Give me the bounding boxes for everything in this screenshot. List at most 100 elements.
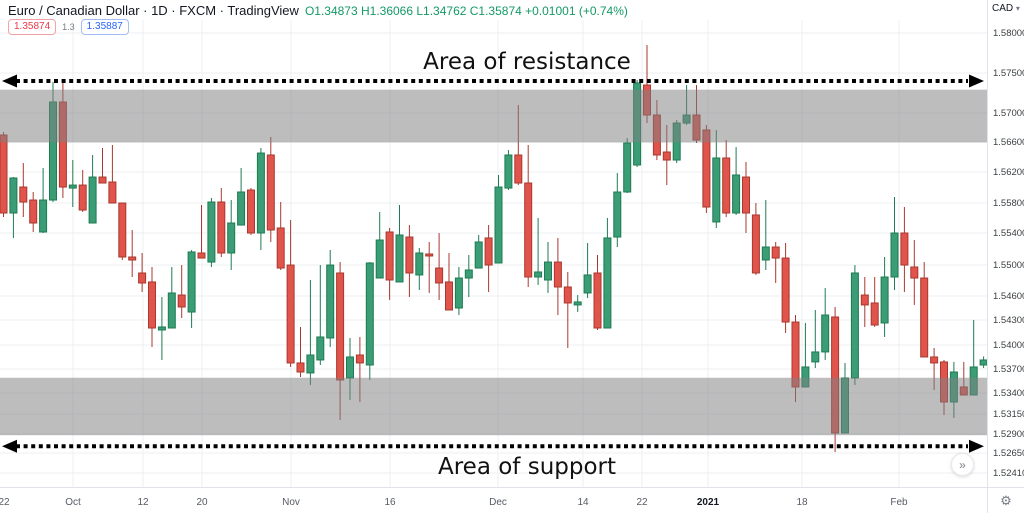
ohlc-values: O1.34873 H1.36066 L1.34762 C1.35874 +0.0… [304, 4, 628, 18]
time-axis-label: 16 [384, 497, 396, 508]
double-chevron-right-icon: » [959, 457, 966, 472]
candle-body [920, 277, 929, 358]
candle-body [207, 201, 216, 263]
candle-body [504, 154, 513, 189]
candle-body [108, 181, 117, 204]
candle-body [227, 222, 236, 254]
candle-body [544, 261, 552, 281]
chart-pane[interactable]: Area of resistance Area of support Euro /… [0, 0, 987, 487]
support-annotation: Area of support [438, 454, 616, 480]
time-axis-label: Feb [890, 497, 908, 508]
candle-body [494, 186, 503, 264]
arrow-right-icon [969, 74, 984, 88]
time-axis-label: Nov [282, 497, 300, 508]
arrow-left-icon [2, 439, 17, 453]
candle-body [603, 237, 612, 329]
support-band [0, 377, 987, 436]
candle-body [910, 266, 919, 279]
candle-body [563, 286, 572, 304]
candle-body [187, 251, 196, 313]
candle-body [435, 267, 444, 284]
candle-body [316, 336, 325, 361]
price-axis-label: 1.58000 [993, 28, 1024, 39]
candle-body [326, 264, 335, 339]
candle-body [138, 272, 147, 284]
ask-price-badge[interactable]: 1.35887 [80, 19, 129, 35]
price-axis-label: 1.53400 [993, 388, 1024, 399]
candle-body [751, 214, 760, 274]
candle-body [870, 302, 879, 326]
candle-body [286, 264, 295, 364]
candle-body [128, 256, 137, 261]
candle-body [177, 294, 186, 308]
price-axis[interactable]: CAD ▾ 1.58000 1.57500 1.57000 1.56600 1.5620… [987, 0, 1024, 487]
spread-value: 1.3 [62, 22, 75, 32]
bid-price-badge[interactable]: 1.35874 [8, 19, 57, 35]
candle-body [534, 271, 543, 278]
candle-body [355, 354, 364, 364]
time-axis-label: 12 [137, 497, 149, 508]
candle-body [474, 241, 483, 269]
candle-body [336, 272, 345, 381]
candle-body [791, 321, 800, 388]
resistance-band [0, 89, 987, 143]
axis-settings-corner: ⚙ [987, 487, 1024, 513]
candle-body [266, 154, 275, 231]
price-axis-label: 1.55400 [993, 228, 1024, 239]
candle-body [118, 202, 127, 258]
candle-body [385, 231, 394, 281]
price-axis-label: 1.54600 [993, 291, 1024, 302]
currency-dropdown[interactable]: CAD ▾ [992, 3, 1020, 14]
candle-body [237, 191, 246, 226]
candle-body [68, 184, 77, 189]
candle-body [583, 274, 592, 294]
candle-body [464, 269, 473, 279]
candle-body [217, 201, 226, 254]
candle-body [306, 354, 315, 374]
candle-body [662, 151, 671, 161]
candle-body [979, 359, 987, 366]
time-axis-label: 18 [796, 497, 808, 508]
candle-body [732, 174, 741, 214]
price-axis-label: 1.54000 [993, 340, 1024, 351]
time-axis-label: 2021 [696, 497, 720, 508]
candle-body [454, 277, 463, 309]
candle-body [930, 356, 939, 364]
candle-body [860, 294, 869, 306]
price-axis-label: 1.57000 [993, 108, 1024, 119]
candle-body [712, 157, 721, 223]
candle-body [157, 326, 166, 331]
price-axis-label: 1.55000 [993, 260, 1024, 271]
candle-body [811, 351, 820, 363]
resistance-annotation: Area of resistance [423, 49, 631, 75]
candle-body [9, 177, 18, 214]
price-axis-label: 1.53150 [993, 409, 1024, 420]
price-axis-label: 1.55800 [993, 198, 1024, 209]
price-badges: 1.35874 1.3 1.35887 [8, 19, 129, 35]
time-axis-label: 22 [636, 497, 648, 508]
candle-body [761, 246, 770, 261]
price-axis-label: 1.56600 [993, 137, 1024, 148]
go-to-realtime-button[interactable]: » [951, 453, 974, 476]
time-axis-label: Oct [65, 497, 81, 508]
candle-body [29, 199, 38, 224]
candle-body [78, 184, 87, 211]
chart-legend: Euro / Canadian Dollar · 1D · FXCM · Tra… [8, 3, 628, 18]
candle-body [573, 301, 582, 306]
candle-body [900, 232, 909, 266]
price-axis-label: 1.52900 [993, 429, 1024, 440]
candle-body [445, 281, 453, 311]
candle-body [425, 253, 434, 257]
candle-body [415, 252, 424, 276]
candle-body [880, 276, 889, 324]
symbol-title: Euro / Canadian Dollar · 1D · FXCM · Tra… [8, 3, 299, 18]
gear-icon[interactable]: ⚙ [1000, 492, 1012, 508]
price-axis-label: 1.54300 [993, 315, 1024, 326]
time-axis[interactable]: 22 Oct 12 20 Nov 16 Dec 14 22 2021 18 Feb [0, 487, 987, 513]
currency-label: CAD [992, 3, 1014, 14]
candle-body [623, 142, 632, 193]
candlestick-chart[interactable]: Area of resistance Area of support [0, 0, 987, 487]
candle-body [167, 292, 176, 329]
candle-body [593, 272, 602, 329]
